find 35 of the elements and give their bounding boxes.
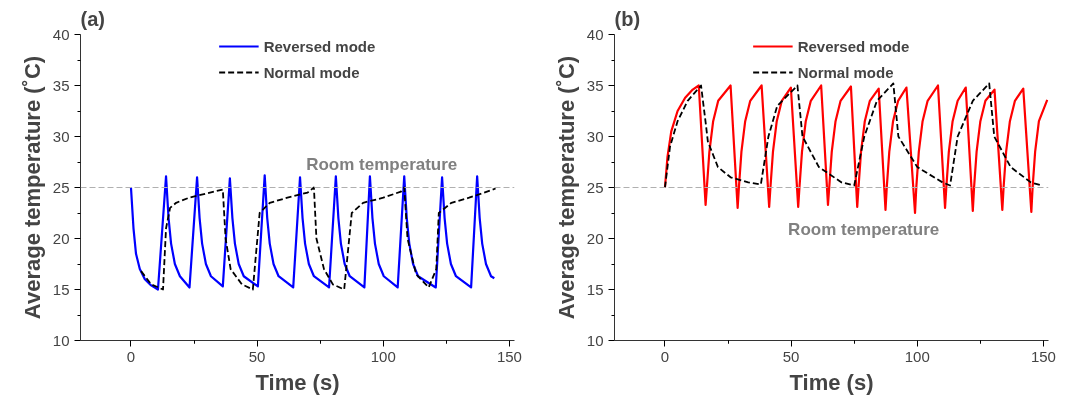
x-tick-label: 150 (1030, 347, 1056, 365)
y-tick-label: 25 (52, 178, 70, 196)
x-tick-label: 0 (660, 347, 670, 365)
y-tick-label: 40 (586, 25, 604, 43)
line-series (663, 84, 1049, 215)
chart-title: (b) (614, 7, 641, 30)
x-tick-label: 0 (126, 347, 136, 365)
y-tick-label: 20 (586, 229, 604, 247)
y-tick-label: 30 (586, 127, 604, 145)
y-tick-label: 35 (52, 76, 70, 94)
chart-title: (a) (80, 7, 105, 30)
y-tick-label: 40 (52, 25, 70, 43)
y-tick-label: 15 (586, 280, 604, 298)
x-tick-label: 150 (496, 347, 522, 365)
y-tick-label: 25 (586, 178, 604, 196)
ref-line-label: Room temperature (788, 219, 940, 239)
y-tick-label: 10 (52, 331, 70, 349)
x-axis-title: Time (s) (789, 369, 874, 395)
y-tick-label: 30 (52, 127, 70, 145)
x-tick-label: 100 (370, 347, 396, 365)
y-tick-label: 10 (586, 331, 604, 349)
legend-label: Reversed mode (263, 37, 376, 55)
y-tick-label: 20 (52, 229, 70, 247)
x-tick-label: 50 (248, 347, 266, 365)
legend-label: Normal mode (797, 63, 894, 81)
legend-label: Reversed mode (797, 37, 910, 55)
ref-line-label: Room temperature (306, 154, 458, 174)
x-tick-label: 100 (904, 347, 930, 365)
x-tick-label: 50 (782, 347, 800, 365)
y-axis-title: Average temperature (˚C) (19, 55, 45, 320)
y-axis-title: Average temperature (˚C) (553, 55, 579, 320)
y-tick-label: 15 (52, 280, 70, 298)
y-tick-label: 35 (586, 76, 604, 94)
legend-label: Normal mode (263, 63, 360, 81)
x-axis-title: Time (s) (255, 369, 340, 395)
